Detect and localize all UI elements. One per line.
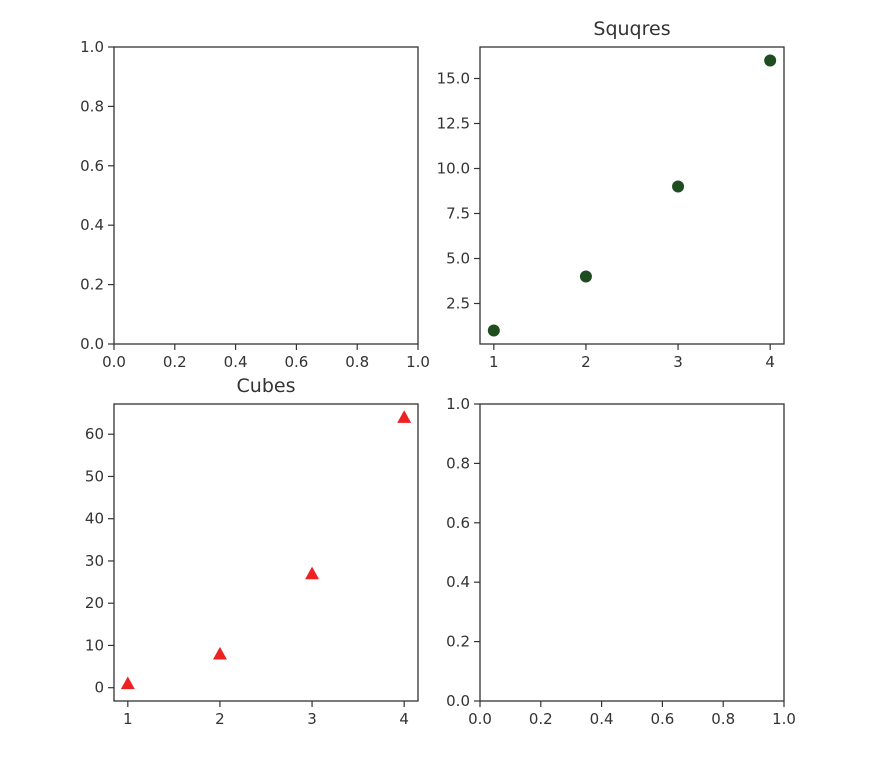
x-tick-label: 0.4 bbox=[224, 353, 248, 371]
y-tick-label: 10 bbox=[85, 636, 104, 654]
x-tick-label: 0.4 bbox=[590, 710, 614, 728]
y-tick-label: 2.5 bbox=[446, 295, 470, 313]
x-tick-label: 0.0 bbox=[468, 710, 492, 728]
subplot-top-left: 0.0 0.2 0.4 0.6 0.8 1.0 0.0 0.2 0.4 0.6 0.8 1.0 bbox=[80, 38, 430, 371]
x-tick-label: 0.8 bbox=[711, 710, 735, 728]
y-tick-label: 1.0 bbox=[446, 395, 470, 413]
plot-frame bbox=[113, 46, 419, 345]
y-tick-label: 15.0 bbox=[437, 70, 470, 88]
y-tick-label: 0.0 bbox=[446, 692, 470, 710]
x-tick-label: 1 bbox=[123, 710, 133, 728]
plot-frame bbox=[479, 46, 785, 345]
data-point bbox=[397, 410, 412, 423]
y-tick-label: 12.5 bbox=[437, 115, 470, 133]
x-tick-label: 0.0 bbox=[102, 353, 126, 371]
x-tick-label: 1.0 bbox=[772, 710, 796, 728]
y-tick-label: 0.8 bbox=[80, 97, 104, 115]
y-tick-label: 10.0 bbox=[437, 160, 470, 178]
y-tick-label: 7.5 bbox=[446, 205, 470, 223]
plot-frame bbox=[479, 403, 785, 702]
subplot-title: Squqres bbox=[593, 18, 670, 40]
y-tick-label: 0.0 bbox=[80, 335, 104, 353]
y-tick-label: 20 bbox=[85, 594, 104, 612]
x-tick-label: 1 bbox=[489, 353, 499, 371]
y-tick-label: 0.2 bbox=[446, 633, 470, 651]
subplot-title: Cubes bbox=[237, 375, 296, 397]
y-tick-label: 0.2 bbox=[80, 276, 104, 294]
x-tick-label: 3 bbox=[307, 710, 317, 728]
data-point bbox=[120, 676, 135, 690]
plot-frame bbox=[113, 403, 419, 702]
y-tick-label: 0 bbox=[94, 679, 104, 697]
y-tick-label: 0.6 bbox=[446, 514, 470, 532]
data-point bbox=[212, 646, 227, 660]
y-tick-label: 0.4 bbox=[446, 573, 470, 591]
data-point bbox=[672, 180, 685, 193]
subplot-top-right-squares: 1 2 3 4 2.5 5.0 7.5 10.0 12.5 15.0 Squqres bbox=[437, 18, 785, 371]
y-tick-label: 0.6 bbox=[80, 157, 104, 175]
subplot-bottom-right: 0.0 0.2 0.4 0.6 0.8 1.0 0.0 0.2 0.4 0.6 0.8 1.0 bbox=[446, 395, 796, 728]
x-tick-label: 0.8 bbox=[345, 353, 369, 371]
data-point bbox=[579, 270, 592, 283]
data-point bbox=[305, 566, 320, 580]
y-tick-label: 5.0 bbox=[446, 250, 470, 268]
data-point bbox=[764, 54, 777, 67]
y-tick-label: 60 bbox=[85, 425, 104, 443]
x-tick-label: 1.0 bbox=[406, 353, 430, 371]
x-tick-label: 2 bbox=[581, 353, 591, 371]
x-tick-label: 2 bbox=[215, 710, 225, 728]
x-tick-label: 0.6 bbox=[650, 710, 674, 728]
x-tick-label: 0.2 bbox=[529, 710, 553, 728]
y-tick-label: 0.8 bbox=[446, 454, 470, 472]
data-point bbox=[487, 324, 500, 337]
x-tick-label: 3 bbox=[673, 353, 683, 371]
y-tick-label: 40 bbox=[85, 510, 104, 528]
y-tick-label: 0.4 bbox=[80, 216, 104, 234]
y-tick-label: 30 bbox=[85, 552, 104, 570]
y-tick-label: 1.0 bbox=[80, 38, 104, 56]
x-tick-label: 0.6 bbox=[284, 353, 308, 371]
y-tick-label: 50 bbox=[85, 467, 104, 485]
x-tick-label: 4 bbox=[765, 353, 775, 371]
x-tick-label: 0.2 bbox=[163, 353, 187, 371]
x-tick-label: 4 bbox=[399, 710, 409, 728]
